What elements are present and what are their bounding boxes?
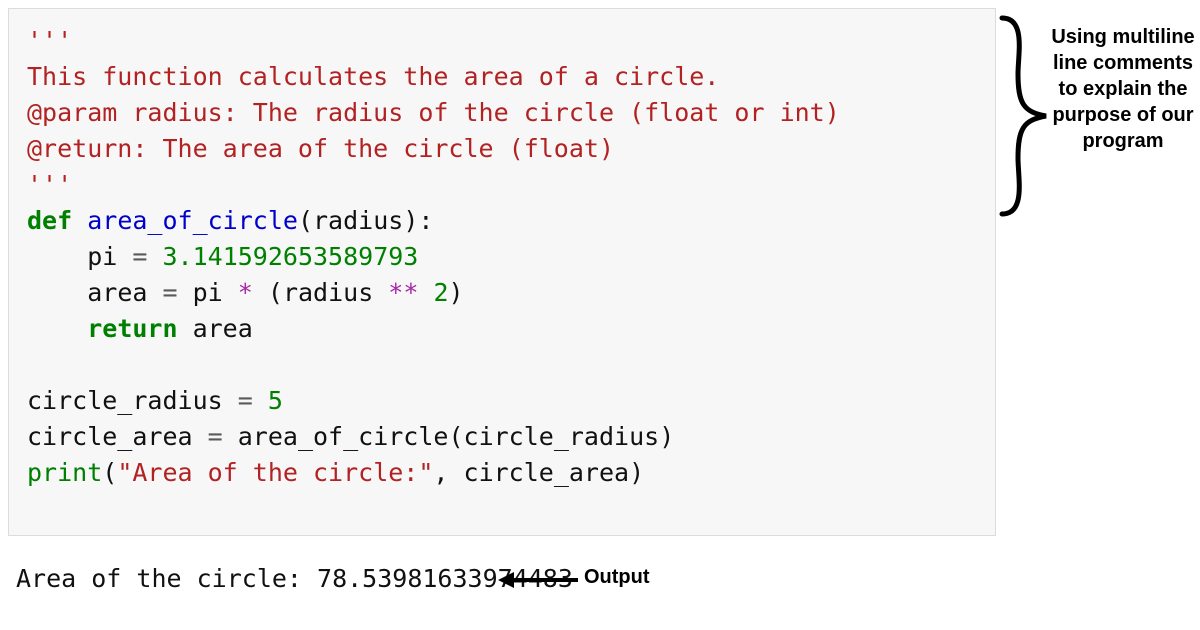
rparen: )	[449, 278, 464, 307]
arg-circle-area: circle_area	[464, 458, 630, 487]
figure-stage: ''' This function calculates the area of…	[0, 0, 1200, 630]
num-two: 2	[433, 278, 448, 307]
var-circle-area: circle_area	[27, 422, 193, 451]
var-pi: pi	[87, 242, 117, 271]
op-pow: **	[388, 278, 418, 307]
space	[253, 278, 268, 307]
space	[418, 278, 433, 307]
paren-open: (	[298, 206, 313, 235]
pi-ref: pi	[193, 278, 238, 307]
rparen-2: )	[659, 422, 674, 451]
code-listing: ''' This function calculates the area of…	[27, 23, 977, 491]
param-radius: radius	[313, 206, 403, 235]
arg-circle-radius: circle_radius	[464, 422, 660, 451]
lparen-2: (	[448, 422, 463, 451]
comma: ,	[433, 458, 463, 487]
assign-3: =	[223, 386, 268, 415]
annotation-comments: Using multiline line comments to explain…	[1048, 24, 1198, 154]
fn-name: area_of_circle	[87, 206, 298, 235]
var-area: area	[87, 278, 147, 307]
kw-return: return	[87, 314, 177, 343]
docstring-open: '''	[27, 26, 72, 55]
assign-4: =	[193, 422, 238, 451]
op-mul: *	[238, 278, 253, 307]
indent	[27, 314, 87, 343]
code-block-panel: ''' This function calculates the area of…	[8, 8, 996, 536]
lparen-3: (	[102, 458, 117, 487]
docstring-close: '''	[27, 170, 72, 199]
area-ref: area	[178, 314, 253, 343]
call-aoc: area_of_circle	[238, 422, 449, 451]
docstring-line-2: @param radius: The radius of the circle …	[27, 98, 840, 127]
arrow-left-icon	[496, 560, 582, 600]
rparen-3: )	[629, 458, 644, 487]
docstring-line-1: This function calculates the area of a c…	[27, 62, 719, 91]
curly-brace-icon	[996, 14, 1050, 218]
kw-def: def	[27, 206, 72, 235]
assign-1: =	[117, 242, 162, 271]
assign-2: =	[147, 278, 192, 307]
indent	[27, 242, 87, 271]
lparen: (	[268, 278, 283, 307]
indent	[27, 278, 87, 307]
num-five: 5	[268, 386, 283, 415]
builtin-print: print	[27, 458, 102, 487]
docstring-line-3: @return: The area of the circle (float)	[27, 134, 614, 163]
num-pi: 3.141592653589793	[162, 242, 418, 271]
var-circle-radius: circle_radius	[27, 386, 223, 415]
radius-ref: radius	[283, 278, 388, 307]
program-output: Area of the circle: 78.53981633974483	[16, 564, 573, 593]
string-label: "Area of the circle:"	[117, 458, 433, 487]
paren-close-colon: ):	[403, 206, 433, 235]
annotation-output-label: Output	[584, 566, 650, 589]
